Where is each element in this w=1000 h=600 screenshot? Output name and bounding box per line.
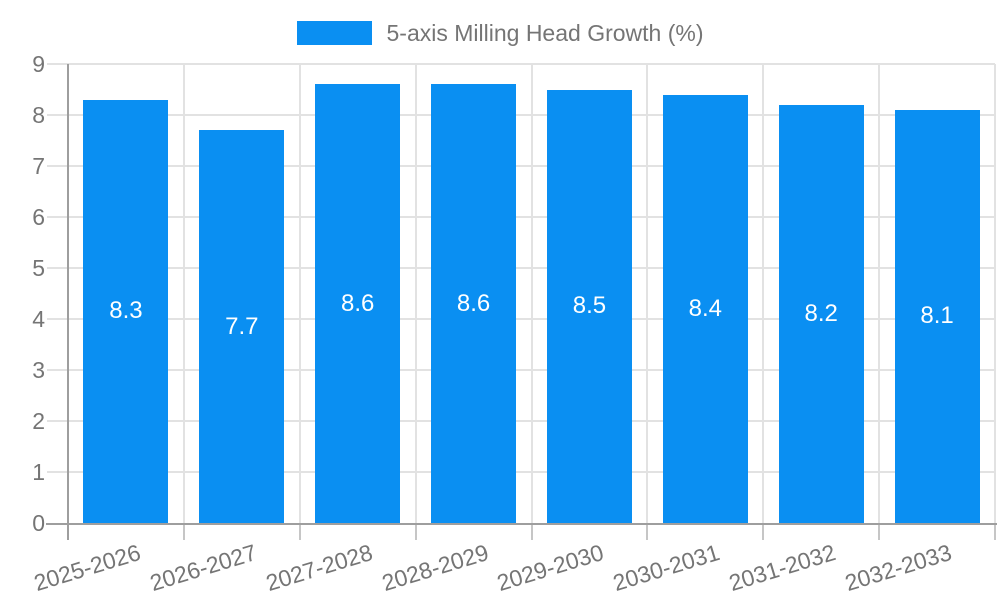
y-tick-label: 1 <box>32 459 45 485</box>
legend-swatch <box>296 21 372 45</box>
bar-value-label: 8.6 <box>341 289 375 317</box>
h-gridline <box>47 216 995 218</box>
x-tick-mark <box>298 523 301 540</box>
h-gridline <box>47 369 995 371</box>
v-gridline <box>994 64 996 523</box>
x-tick-mark <box>182 523 185 540</box>
bar-value-label: 8.4 <box>688 294 722 322</box>
x-tick-mark <box>878 523 881 540</box>
h-gridline <box>47 318 995 320</box>
bar-value-label: 8.5 <box>572 292 607 320</box>
x-tick-label: 2032-2033 <box>841 539 955 597</box>
x-tick-mark <box>414 523 417 540</box>
bar-value-label: 8.6 <box>456 289 491 317</box>
y-tick-label: 7 <box>32 153 45 179</box>
y-tick-label: 5 <box>32 255 45 281</box>
v-gridline <box>530 64 533 523</box>
v-gridline <box>298 64 301 523</box>
h-gridline <box>47 420 995 422</box>
y-axis-line <box>67 64 69 540</box>
bar <box>546 89 632 523</box>
x-tick-label: 2026-2027 <box>146 539 260 597</box>
v-gridline <box>878 64 881 523</box>
bar-value-label: 8.1 <box>920 302 954 330</box>
chart-legend: 5-axis Milling Head Growth (%) <box>0 21 1000 45</box>
bar-value-label: 7.7 <box>225 312 259 340</box>
x-tick-mark <box>994 523 996 540</box>
h-gridline <box>47 165 995 167</box>
v-gridline <box>646 64 649 523</box>
y-tick-label: 3 <box>32 357 45 383</box>
bar <box>778 104 864 523</box>
bar <box>894 109 980 523</box>
y-tick-label: 8 <box>32 102 45 128</box>
h-gridline <box>47 63 995 65</box>
x-tick-mark <box>646 523 649 540</box>
y-tick-label: 2 <box>32 408 45 434</box>
x-tick-mark <box>762 523 765 540</box>
v-gridline <box>762 64 765 523</box>
bar <box>431 84 517 523</box>
bar <box>662 94 748 523</box>
x-axis-line <box>46 523 997 525</box>
y-tick-label: 6 <box>32 204 45 230</box>
x-tick-label: 2030-2031 <box>610 539 723 597</box>
h-gridline <box>47 471 995 473</box>
x-tick-label: 2031-2032 <box>725 539 839 597</box>
y-tick-label: 9 <box>32 51 45 77</box>
legend-label: 5-axis Milling Head Growth (%) <box>386 20 704 46</box>
v-gridline <box>182 64 185 523</box>
bar <box>83 99 169 523</box>
h-gridline <box>47 267 995 269</box>
y-tick-label: 4 <box>32 306 45 332</box>
x-tick-label: 2029-2030 <box>494 539 608 597</box>
bar <box>199 130 285 523</box>
x-tick-label: 2028-2029 <box>378 539 492 597</box>
y-tick-label: 0 <box>32 510 45 536</box>
v-gridline <box>414 64 417 523</box>
x-tick-mark <box>530 523 533 540</box>
bar-value-label: 8.2 <box>804 299 838 327</box>
x-tick-label: 2025-2026 <box>30 539 144 597</box>
bar <box>315 84 401 523</box>
x-tick-label: 2027-2028 <box>262 539 376 597</box>
h-gridline <box>47 114 995 116</box>
bar-value-label: 8.3 <box>109 297 143 325</box>
